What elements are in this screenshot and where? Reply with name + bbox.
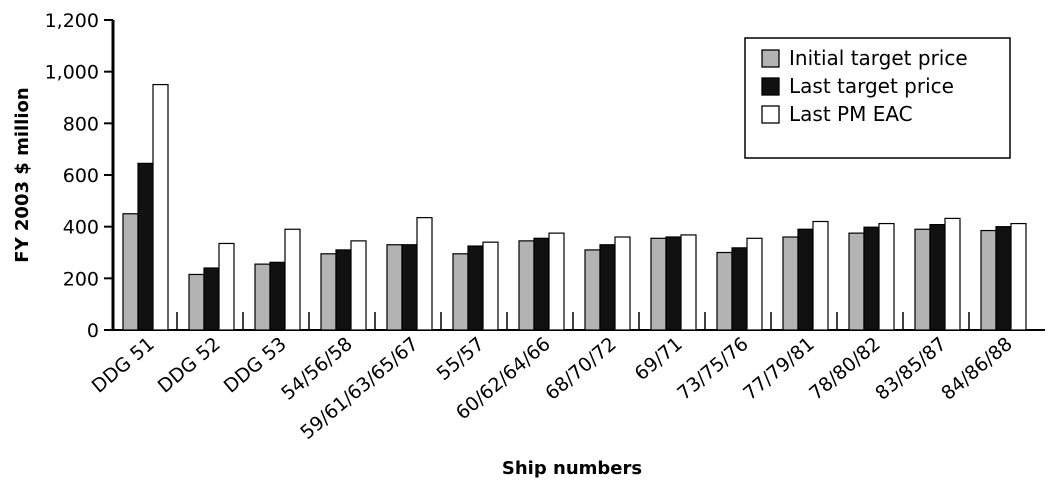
y-tick-label: 400 bbox=[63, 217, 99, 239]
bar bbox=[863, 226, 880, 331]
bar bbox=[1010, 222, 1027, 331]
bar bbox=[716, 251, 733, 331]
bar bbox=[797, 228, 814, 331]
x-category-label: 78/80/82 bbox=[805, 333, 885, 405]
bar bbox=[467, 245, 484, 331]
bar bbox=[416, 217, 433, 331]
legend-label: Last target price bbox=[789, 74, 954, 98]
bar bbox=[665, 236, 682, 331]
bar bbox=[650, 237, 667, 331]
x-axis-title: Ship numbers bbox=[502, 458, 642, 479]
legend: Initial target price Last target price Las… bbox=[744, 37, 1011, 159]
bar bbox=[137, 162, 154, 331]
bar bbox=[848, 232, 865, 331]
x-axis-ticks bbox=[176, 312, 970, 330]
bar bbox=[731, 247, 748, 331]
bar bbox=[188, 273, 205, 331]
x-category-label: 77/79/81 bbox=[739, 333, 819, 405]
bar bbox=[980, 229, 997, 331]
bar bbox=[254, 263, 271, 331]
bar bbox=[584, 249, 601, 331]
bar bbox=[614, 236, 631, 331]
legend-box bbox=[744, 37, 1011, 159]
bar bbox=[320, 253, 337, 331]
y-tick-label: 800 bbox=[63, 113, 99, 135]
bar-series bbox=[122, 83, 1027, 331]
y-tick-label: 200 bbox=[63, 268, 99, 290]
bar bbox=[284, 228, 301, 331]
bar bbox=[518, 240, 535, 331]
legend-items: Initial target price Last target price Las… bbox=[761, 46, 968, 126]
x-category-label: 84/86/88 bbox=[937, 333, 1017, 405]
y-tick-label: 0 bbox=[87, 320, 99, 342]
bar bbox=[350, 240, 367, 331]
x-category-label: DDG 51 bbox=[88, 333, 159, 398]
bar bbox=[386, 244, 403, 331]
bar bbox=[746, 237, 763, 331]
bar bbox=[812, 220, 829, 331]
bar bbox=[452, 253, 469, 331]
bar bbox=[878, 222, 895, 331]
bar bbox=[335, 249, 352, 331]
x-category-label: 83/85/87 bbox=[871, 333, 951, 405]
legend-label: Last PM EAC bbox=[789, 102, 913, 126]
legend-swatch bbox=[761, 105, 780, 124]
bar bbox=[203, 267, 220, 331]
bar bbox=[995, 226, 1012, 331]
bar bbox=[782, 236, 799, 331]
y-tick-label: 1,000 bbox=[45, 62, 99, 84]
bar bbox=[548, 232, 565, 331]
bar bbox=[152, 83, 169, 331]
x-category-label: DDG 52 bbox=[154, 333, 225, 398]
bar bbox=[944, 217, 961, 331]
y-axis-title: FY 2003 $ million bbox=[12, 87, 33, 262]
legend-label: Initial target price bbox=[789, 46, 968, 70]
bar bbox=[914, 228, 931, 331]
x-category-label: 69/71 bbox=[631, 333, 687, 385]
x-category-label: 73/75/76 bbox=[673, 333, 753, 405]
y-tick-label: 600 bbox=[63, 165, 99, 187]
bar bbox=[533, 237, 550, 331]
bar bbox=[929, 224, 946, 331]
y-tick-label: 1,200 bbox=[45, 10, 99, 32]
bar bbox=[482, 241, 499, 331]
bar bbox=[599, 244, 616, 331]
bar bbox=[269, 261, 286, 331]
bar bbox=[122, 213, 139, 331]
x-category-label: 68/70/72 bbox=[541, 333, 621, 405]
legend-swatch bbox=[761, 49, 780, 68]
bar bbox=[680, 234, 697, 331]
bar bbox=[401, 244, 418, 331]
x-category-label: 59/61/63/65/67 bbox=[296, 333, 422, 444]
legend-swatch bbox=[761, 77, 780, 96]
bar bbox=[218, 242, 235, 331]
y-axis-ticks: 0 200 400 600 800 1,000 1,200 bbox=[45, 10, 113, 342]
x-category-label: 55/57 bbox=[433, 333, 489, 385]
